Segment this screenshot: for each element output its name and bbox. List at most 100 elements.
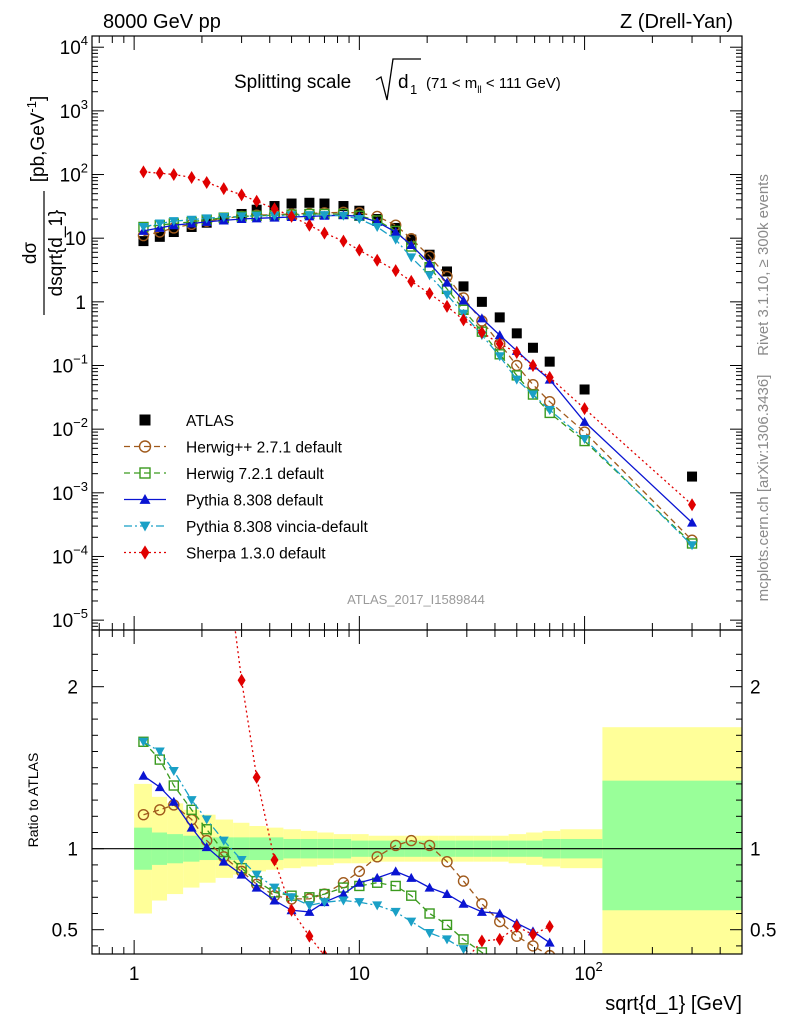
data-point — [237, 188, 246, 202]
data-point — [373, 253, 382, 267]
ratio-point — [372, 901, 383, 911]
data-point — [688, 498, 697, 512]
ratio-point — [495, 958, 504, 967]
legend-item-pythia-8-308-vincia-default: Pythia 8.308 vincia-default — [124, 519, 369, 536]
series-line-pythia-8-308-vincia-default — [143, 214, 693, 546]
ratio-point — [442, 935, 453, 945]
ratio-point — [424, 908, 435, 919]
ratio-point — [392, 969, 400, 982]
ratio-point — [458, 945, 469, 954]
ratio-point — [494, 908, 505, 918]
ratio-y-tick-label-right: 1 — [750, 840, 761, 861]
legend-label: ATLAS — [186, 413, 234, 430]
ratio-point — [443, 959, 451, 972]
ratio-point — [458, 934, 469, 945]
ratio-point — [354, 898, 365, 908]
ratio-point — [353, 865, 366, 878]
data-point — [168, 227, 179, 238]
data-point — [459, 313, 468, 327]
ratio-point — [372, 872, 383, 882]
data-point — [476, 313, 487, 323]
main-y-axis-label: dσ dsqrt{d_1} [pb,GeV-1] — [20, 96, 67, 315]
ratio-plot-frame — [91, 629, 743, 955]
legend-item-herwig-2-7-1-default: Herwig++ 2.7.1 default — [124, 440, 343, 457]
main-plot-frame — [91, 35, 743, 631]
data-point — [406, 240, 417, 250]
legend-item-herwig-7-2-1-default: Herwig 7.2.1 default — [124, 466, 325, 483]
legend-item-atlas: ATLAS — [139, 413, 234, 430]
data-point — [443, 299, 452, 313]
data-point — [319, 211, 330, 221]
sqrt-symbol — [375, 58, 421, 101]
data-point — [287, 209, 296, 223]
data-point — [202, 175, 211, 189]
ratio-point — [545, 977, 554, 986]
ratio-point — [269, 883, 280, 893]
ratio-point — [168, 780, 179, 791]
data-point — [155, 166, 164, 180]
ratio-point — [424, 882, 435, 892]
ratio-point — [528, 972, 537, 981]
ratio-point — [201, 815, 212, 825]
ylabel-unit: [pb,GeV-1] — [24, 96, 49, 183]
data-point — [219, 182, 228, 196]
ratio-point — [218, 836, 229, 846]
data-point — [270, 202, 279, 216]
data-point — [138, 222, 149, 232]
ratio-point — [390, 839, 402, 852]
data-point — [320, 226, 329, 240]
data-point — [687, 541, 698, 551]
title-main: Splitting scale — [234, 72, 351, 93]
legend-marker — [139, 414, 151, 426]
data-point — [186, 215, 197, 225]
y-tick-label: 10−4 — [52, 542, 88, 568]
ratio-point — [442, 889, 453, 899]
data-point — [579, 435, 590, 445]
ratio-point — [203, 308, 211, 321]
ratio-point — [304, 901, 315, 911]
data-point — [391, 264, 400, 278]
ratio-point — [390, 880, 401, 892]
data-point — [511, 328, 522, 339]
ratio-point — [218, 846, 229, 858]
ratio-point — [528, 978, 538, 987]
data-point — [252, 194, 261, 208]
x-tick-label: 1 — [129, 964, 140, 985]
ratio-point — [476, 947, 488, 954]
ratio-point — [495, 966, 505, 975]
legend-label: Sherpa 1.3.0 default — [186, 546, 326, 563]
data-point — [476, 296, 487, 307]
data-point — [305, 218, 314, 232]
data-point — [512, 346, 521, 360]
main-plot-series — [137, 165, 698, 551]
series-sherpa-1-3-0-default — [139, 165, 697, 512]
data-point — [407, 274, 416, 288]
data-point — [458, 281, 469, 292]
ratio-series-pythia-8-308-default — [138, 770, 555, 947]
ratio-point — [305, 929, 314, 943]
ratio-y-tick-label-right: 0.5 — [750, 921, 776, 942]
x-tick-label: 10 — [349, 964, 370, 985]
mcplots-label: mcplots.cern.ch [arXiv:1306.3436] — [755, 375, 772, 602]
ratio-point — [137, 808, 150, 821]
data-point — [527, 342, 538, 353]
header-left: 8000 GeV pp — [103, 11, 221, 33]
ratio-point — [545, 919, 554, 933]
ratio-point — [512, 919, 521, 933]
legend-marker — [138, 440, 152, 453]
data-point — [477, 325, 486, 339]
rivet-label: Rivet 3.1.10, ≥ 300k events — [755, 174, 772, 356]
ylabel-denominator: dsqrt{d_1} — [46, 210, 67, 297]
ratio-point — [405, 834, 417, 847]
y-tick-label: 102 — [60, 161, 88, 187]
plot-title: Splitting scale d 1 (71 < mll < 111 GeV) — [234, 58, 561, 101]
data-point — [372, 222, 383, 232]
ratio-point — [512, 974, 522, 983]
x-tick-label: 102 — [574, 959, 602, 985]
ratio-point — [544, 937, 555, 947]
ratio-point — [406, 917, 417, 927]
data-point — [390, 227, 401, 237]
ratio-point — [251, 870, 262, 880]
stat-uncertainty-band — [602, 780, 742, 911]
